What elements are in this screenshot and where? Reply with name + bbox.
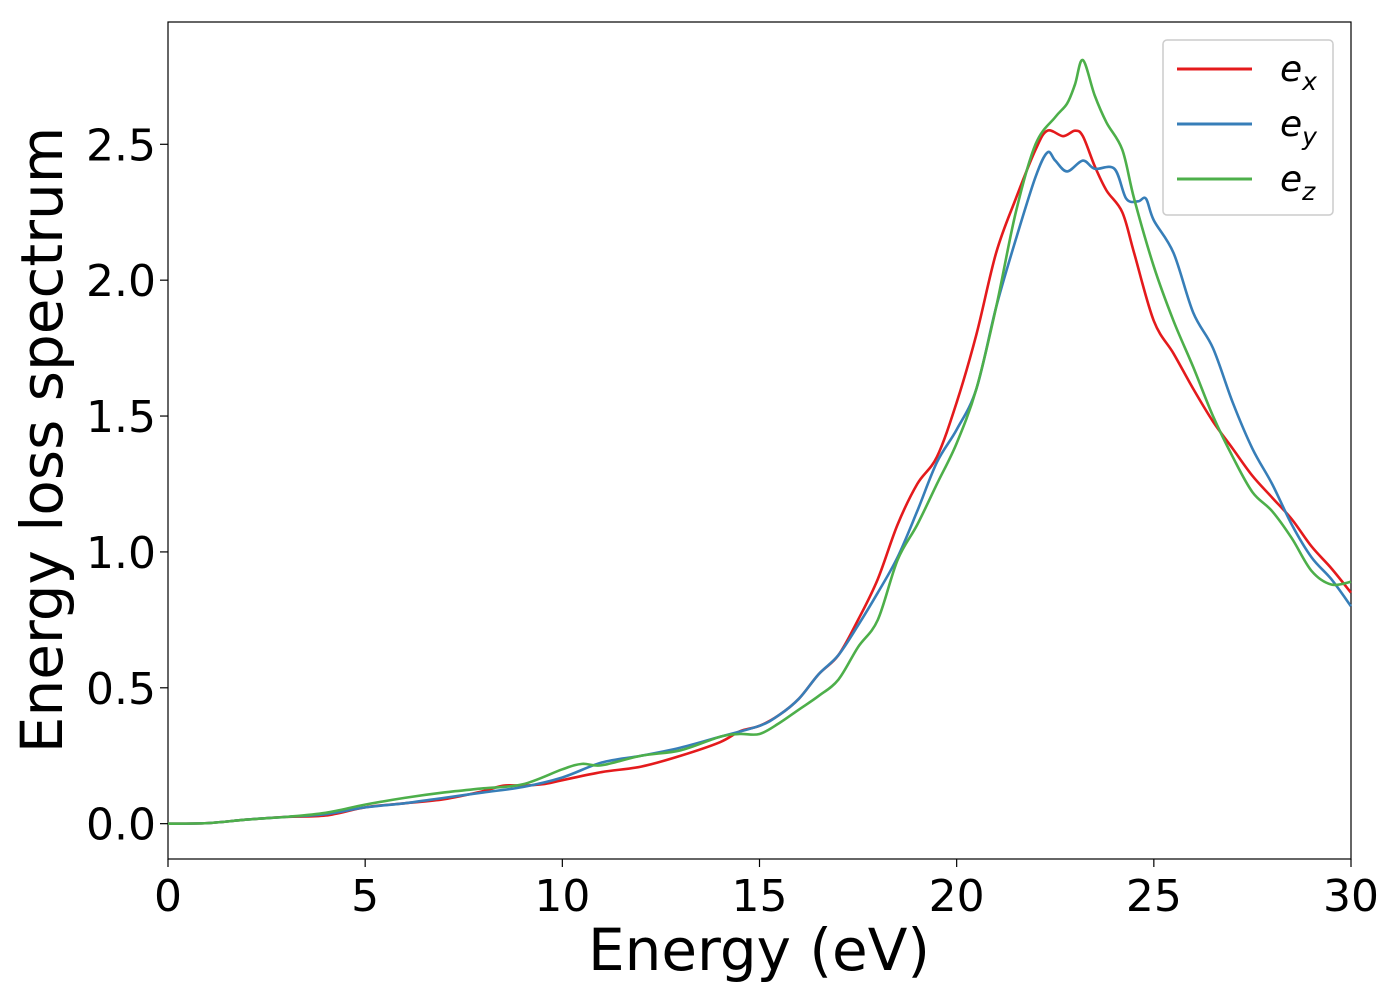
y-tick-label: 2.5 bbox=[86, 120, 156, 171]
x-tick-label: 15 bbox=[732, 871, 788, 922]
legend-box bbox=[1162, 39, 1334, 216]
y-axis-ticks: 0.0 0.5 1.0 1.5 2.0 2.5 bbox=[86, 120, 168, 851]
series-line-z bbox=[167, 58, 1352, 825]
legend-label-z: ez bbox=[1280, 159, 1316, 206]
x-tick-label: 0 bbox=[154, 871, 182, 922]
x-tick-label: 30 bbox=[1323, 871, 1379, 922]
x-axis-ticks: 0 5 10 15 20 25 30 bbox=[154, 859, 1379, 922]
y-tick-label: 2.0 bbox=[86, 256, 156, 307]
y-tick-label: 1.0 bbox=[86, 528, 156, 579]
y-tick-label: 1.5 bbox=[86, 392, 156, 443]
x-axis-label: Energy (eV) bbox=[588, 916, 930, 984]
legend-label-x: ex bbox=[1280, 49, 1317, 96]
x-tick-label: 20 bbox=[929, 871, 985, 922]
x-tick-label: 10 bbox=[534, 871, 590, 922]
x-tick-label: 5 bbox=[351, 871, 379, 922]
plot-area bbox=[167, 21, 1352, 860]
y-tick-label: 0.5 bbox=[86, 664, 156, 715]
series-layer bbox=[167, 58, 1353, 825]
y-axis-label: Energy loss spectrum bbox=[8, 127, 76, 753]
y-tick-label: 0.0 bbox=[86, 800, 156, 851]
legend: ex ey ez bbox=[1162, 39, 1334, 216]
x-tick-label: 25 bbox=[1126, 871, 1182, 922]
series-line-y bbox=[167, 150, 1353, 825]
legend-label-y: ey bbox=[1280, 104, 1318, 151]
